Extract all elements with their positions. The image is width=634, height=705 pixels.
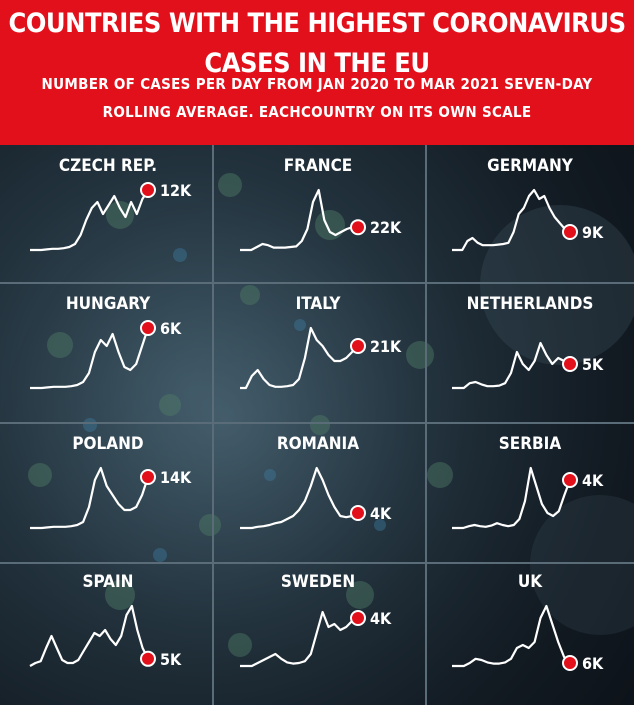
latest-value-label: 4K [370, 504, 392, 523]
panel-title: UK [517, 572, 543, 592]
latest-value-dot [562, 224, 578, 240]
panel-spain: SPAIN 5K [8, 566, 208, 701]
panel-romania: ROMANIA 4K [218, 428, 418, 563]
panel-title: POLAND [72, 434, 144, 454]
sparkline-chart: 6K [30, 319, 182, 390]
latest-value-label: 9K [582, 223, 604, 242]
latest-value-label: 12K [160, 181, 192, 200]
chart-subtitle: NUMBER OF CASES PER DAY FROM JAN 2020 TO… [41, 75, 593, 121]
panel-netherlands: NETHERLANDS 5K [430, 288, 630, 423]
grid-line-v2 [425, 145, 427, 705]
series-line [240, 610, 359, 668]
latest-value-label: 5K [160, 650, 182, 669]
panel-germany: GERMANY 9K [430, 150, 630, 285]
panel-title: ROMANIA [276, 434, 360, 454]
panel-czech-rep: CZECH REP. 12K [8, 150, 208, 285]
panel-hungary: HUNGARY 6K [8, 288, 208, 423]
header-banner: COUNTRIES WITH THE HIGHEST CORONAVIRUS C… [0, 0, 634, 145]
panel-title: SERBIA [498, 434, 562, 454]
series-line [452, 604, 571, 668]
series-line [240, 188, 358, 252]
panel-title: ITALY [295, 294, 341, 314]
panel-title: HUNGARY [65, 294, 151, 314]
panel-france: FRANCE 22K [218, 150, 418, 285]
sparkline-chart: 12K [30, 181, 192, 252]
latest-value-dot [140, 182, 156, 198]
latest-value-label: 21K [370, 337, 402, 356]
sparkline-chart: 21K [240, 326, 402, 390]
latest-value-label: 4K [582, 471, 604, 490]
virus-background-art [0, 173, 634, 695]
panel-title: SPAIN [82, 572, 134, 592]
sparkline-chart: 4K [240, 466, 392, 530]
sparkline-chart: 14K [30, 466, 192, 530]
panel-title: SWEDEN [280, 572, 356, 592]
chart-title: COUNTRIES WITH THE HIGHEST CORONAVIRUS C… [8, 8, 626, 79]
series-line [452, 466, 572, 530]
sparkline-chart: 22K [240, 188, 402, 252]
latest-value-label: 14K [160, 468, 192, 487]
series-line [30, 327, 150, 390]
series-line [29, 604, 149, 667]
series-line [452, 188, 571, 252]
latest-value-dot [350, 338, 366, 354]
series-line [240, 466, 359, 530]
panel-poland: POLAND 14K [8, 428, 208, 563]
latest-value-dot [140, 650, 156, 667]
latest-value-dot [350, 219, 366, 236]
latest-value-label: 22K [370, 218, 402, 237]
grid-line-h3 [0, 562, 634, 564]
latest-value-label: 5K [582, 355, 604, 374]
series-line [30, 466, 150, 530]
panel-serbia: SERBIA 4K [430, 428, 630, 563]
series-line [452, 341, 571, 390]
grid-line-v1 [212, 145, 214, 705]
series-line [240, 326, 359, 390]
latest-value-label: 6K [582, 654, 604, 673]
sparkline-chart: 5K [29, 604, 182, 669]
panel-title: CZECH REP. [58, 156, 158, 176]
latest-value-dot [562, 356, 578, 372]
series-line [30, 189, 149, 252]
latest-value-dot [562, 655, 578, 671]
sparkline-chart: 4K [240, 609, 392, 668]
grid-line-h1 [0, 282, 634, 284]
latest-value-dot [562, 472, 578, 488]
panel-uk: UK 6K [430, 566, 630, 701]
sparkline-chart: 9K [452, 188, 604, 252]
sparkline-chart: 6K [452, 604, 604, 673]
latest-value-label: 4K [370, 609, 392, 628]
latest-value-dot [350, 610, 366, 626]
latest-value-dot [140, 469, 156, 485]
latest-value-dot [140, 320, 156, 336]
latest-value-dot [350, 505, 366, 521]
latest-value-label: 6K [160, 319, 182, 338]
sparkline-chart: 5K [452, 341, 604, 390]
panel-italy: ITALY 21K [218, 288, 418, 423]
panel-title: FRANCE [283, 156, 353, 176]
sparkline-chart: 4K [452, 466, 604, 530]
grid-line-h2 [0, 422, 634, 424]
panel-sweden: SWEDEN 4K [218, 566, 418, 701]
panel-title: GERMANY [487, 156, 573, 176]
panel-title: NETHERLANDS [466, 294, 594, 314]
